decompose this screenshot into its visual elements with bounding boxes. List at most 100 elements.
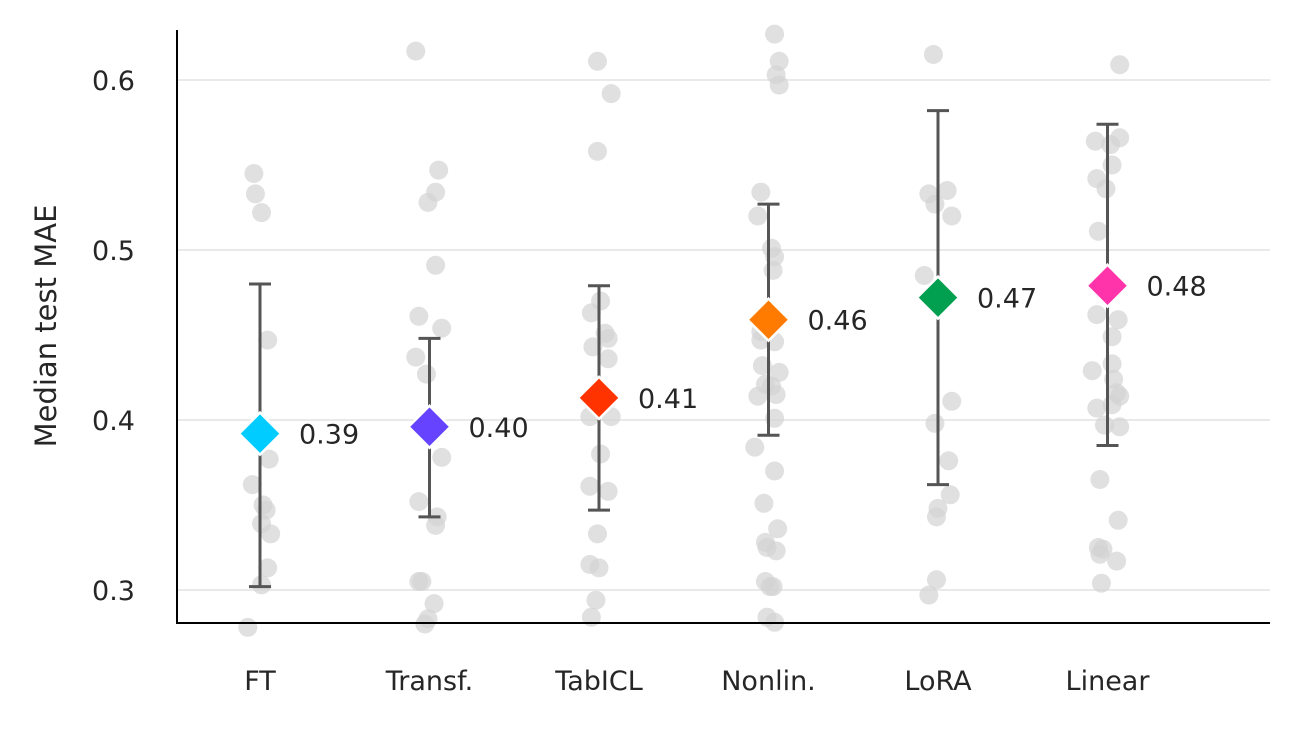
median-value-label: 0.40 [469,413,529,444]
data-point [768,519,788,539]
median-value-label: 0.41 [638,384,698,415]
median-value-label: 0.39 [299,420,359,451]
y-tick-labels: 0.3 0.4 0.5 0.6 [92,66,135,607]
data-point [429,160,449,180]
data-point [769,75,789,95]
data-point [1096,179,1116,199]
data-point [432,447,452,467]
x-tick-labels: FT Transf. TabICL Nonlin. LoRA Linear [244,666,1150,697]
data-point [1102,155,1122,175]
data-point [763,577,783,597]
data-point [937,181,957,200]
data-point [925,413,945,433]
data-point [412,572,432,591]
data-point [745,437,765,457]
median-diamond-marker [915,274,961,321]
data-point [939,451,959,471]
data-point [424,594,444,614]
data-point [244,164,264,183]
data-point [765,461,785,481]
x-tick-label: Transf. [385,666,473,697]
data-point [1090,544,1110,564]
data-point [587,51,607,71]
data-point [914,266,934,285]
data-point [942,206,962,226]
data-point [1085,131,1105,151]
data-point [587,524,607,544]
data-point [432,318,452,338]
data-point [926,507,946,527]
data-point [751,182,771,202]
data-point [581,303,601,323]
data-point [940,485,960,505]
data-point [426,515,446,535]
data-point [1087,305,1107,325]
y-axis-label: Median test MAE [29,205,63,448]
data-point [763,260,783,280]
data-point [925,194,945,214]
data-point [259,449,279,469]
x-tick-label: TabICL [554,666,643,697]
x-tick-label: LoRA [904,666,972,697]
data-point [598,328,618,348]
data-point [1110,417,1130,437]
data-point [426,255,446,275]
data-point [418,192,438,212]
data-point [580,476,600,496]
data-point [1088,221,1108,241]
data-point [942,391,962,411]
median-value-label: 0.48 [1147,272,1207,303]
data-point [242,475,262,495]
data-point [245,184,265,204]
median-value-label: 0.47 [977,284,1037,315]
data-point [1107,551,1127,571]
data-point [748,386,768,406]
data-point [1102,327,1122,347]
data-point [252,203,272,223]
data-point [409,306,429,326]
x-tick-label: Nonlin. [721,666,816,697]
error-bars [249,109,1119,589]
y-tick-label: 0.5 [92,236,135,267]
data-point [1108,310,1128,330]
data-point [589,558,609,578]
median-value-labels: 0.39 0.40 0.41 0.46 0.47 0.48 [299,272,1207,451]
median-diamond-marker [576,375,622,421]
data-point [409,492,429,512]
data-point [581,607,601,627]
median-markers [237,262,1131,457]
data-point [591,444,611,464]
x-tick-label: FT [244,666,276,697]
data-point [919,585,939,605]
grid-lines [177,79,1270,591]
data-point [238,617,258,637]
data-point [598,349,618,369]
data-point [765,24,785,44]
data-point [1102,395,1122,415]
data-point [923,45,943,64]
median-diamond-marker [406,404,453,450]
data-point [601,84,621,104]
data-point [1090,470,1110,489]
data-point [748,206,768,226]
data-point [1094,415,1114,435]
y-tick-label: 0.4 [92,406,135,437]
data-point [1091,573,1111,593]
data-point [598,481,618,501]
median-diamond-marker [237,410,283,457]
data-point [252,575,272,595]
axes [176,30,1270,624]
data-point [587,141,607,161]
data-point [1110,55,1130,75]
x-tick-label: Linear [1066,666,1151,697]
y-tick-label: 0.6 [92,66,135,97]
data-point [1082,361,1102,381]
data-point [406,41,426,61]
data-point [926,570,946,590]
jitter-points [238,24,1130,637]
data-point [1108,510,1128,530]
data-point [766,385,786,404]
data-point [766,541,786,561]
data-point [1101,135,1121,155]
